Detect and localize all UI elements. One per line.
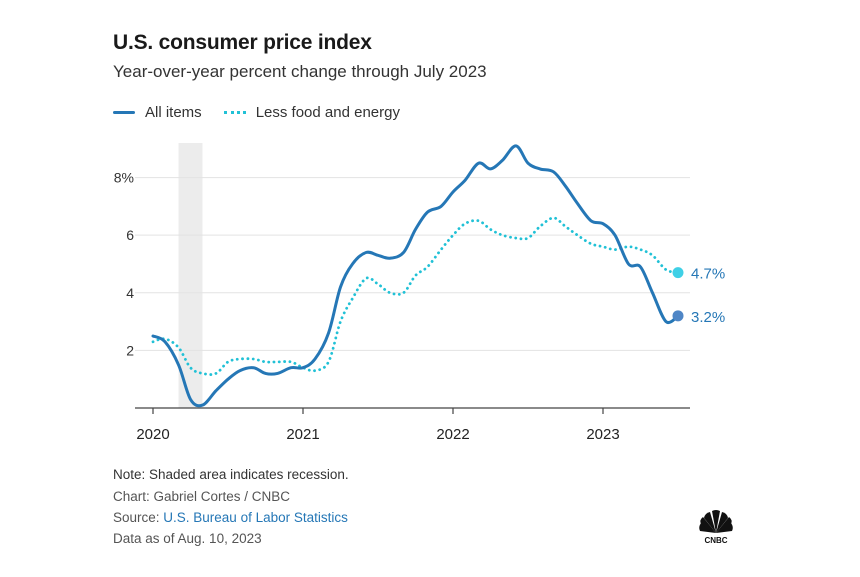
chart-title: U.S. consumer price index: [113, 31, 372, 54]
recession-band: [178, 143, 203, 408]
logo-feather-4: [716, 512, 728, 533]
y-tick-label: 8%: [114, 170, 134, 186]
source-link[interactable]: U.S. Bureau of Labor Statistics: [163, 510, 348, 525]
logo-feather-center: [712, 510, 720, 533]
legend-item-all-items: All items: [113, 104, 202, 121]
logo-feather-1: [699, 523, 716, 533]
legend-solid-line-icon: [113, 111, 135, 114]
series-line-all-items: [151, 144, 680, 408]
logo-feather-5: [716, 517, 732, 533]
source-prefix: Source:: [113, 510, 164, 525]
legend-item-core: Less food and energy: [223, 104, 400, 121]
cnbc-peacock-logo: CNBC: [699, 510, 733, 545]
legend-label-all-items: All items: [145, 104, 202, 121]
y-tick-label: 4: [126, 285, 134, 301]
x-tick-label: 2023: [586, 426, 619, 443]
logo-text: CNBC: [704, 536, 727, 545]
logo-feather-3: [704, 512, 716, 533]
legend: All items Less food and energy: [113, 104, 422, 121]
legend-dotted-line-icon: [223, 111, 246, 114]
x-tick-label: 2020: [136, 426, 169, 443]
logo-feather-2: [700, 517, 716, 533]
y-tick-label: 6: [126, 227, 134, 243]
footer-note: Note: Shaded area indicates recession.: [113, 467, 349, 482]
legend-label-core: Less food and energy: [255, 104, 400, 121]
footer-credit: Chart: Gabriel Cortes / CNBC: [113, 489, 291, 504]
footer-as-of: Data as of Aug. 10, 2023: [113, 531, 262, 546]
end-label-all-items: 3.2%: [691, 309, 725, 326]
series-line-less-food-and-energy: [151, 216, 680, 376]
end-point-less-food-and-energy: [672, 267, 684, 279]
footer-source: Source: U.S. Bureau of Labor Statistics: [113, 510, 348, 525]
logo-feather-6: [716, 523, 733, 533]
end-label-less-food-and-energy: 4.7%: [691, 266, 725, 283]
end-point-all-items: [672, 310, 684, 322]
x-tick-label: 2022: [436, 426, 469, 443]
chart-subtitle: Year-over-year percent change through Ju…: [113, 62, 487, 81]
y-tick-label: 2: [126, 342, 134, 358]
x-tick-label: 2021: [286, 426, 319, 443]
